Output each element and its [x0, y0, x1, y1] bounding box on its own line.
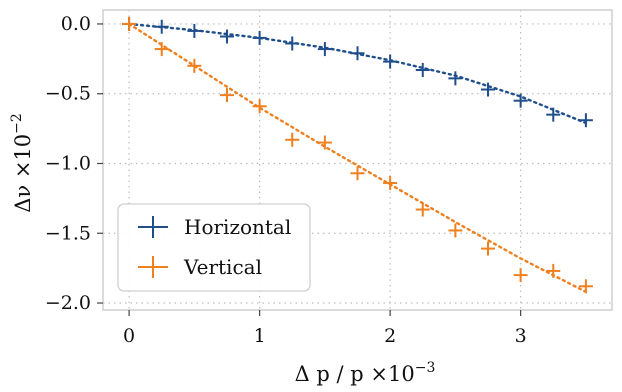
y-tick-label: −1.5 — [45, 222, 91, 244]
x-axis-label: Δ p / p ×10−3 — [295, 360, 436, 386]
data-point-horizontal — [448, 71, 463, 86]
data-point-vertical — [187, 58, 202, 73]
data-point-vertical — [317, 135, 332, 150]
data-point-vertical — [350, 166, 365, 181]
data-point-horizontal — [154, 19, 169, 34]
fit-line-vertical — [127, 22, 588, 294]
data-point-vertical — [481, 241, 496, 256]
data-point-horizontal — [252, 30, 267, 45]
x-tick-label: 1 — [254, 325, 266, 347]
data-point-horizontal — [350, 46, 365, 61]
series-vertical — [122, 16, 593, 294]
data-point-horizontal — [317, 42, 332, 57]
y-tick-label: 0.0 — [61, 13, 91, 35]
data-point-horizontal — [578, 113, 593, 128]
grid — [103, 10, 612, 310]
legend-label-vertical: Vertical — [183, 255, 262, 279]
data-point-vertical — [219, 88, 234, 103]
x-tick-label: 0 — [123, 325, 135, 347]
data-point-vertical — [383, 176, 398, 191]
data-point-horizontal — [187, 23, 202, 38]
data-point-horizontal — [513, 93, 528, 108]
data-point-vertical — [578, 279, 593, 294]
data-point-vertical — [285, 132, 300, 147]
y-axis-label: Δν ×10−2 — [9, 113, 35, 213]
y-axis: 0.0 −0.5 −1.0 −1.5 −2.0 — [45, 13, 103, 314]
legend: Horizontal Vertical — [117, 203, 311, 292]
legend-entry-vertical: Vertical — [138, 255, 262, 279]
data-point-vertical — [415, 202, 430, 217]
data-point-vertical — [252, 99, 267, 114]
data-point-vertical — [448, 223, 463, 238]
x-tick-label: 3 — [515, 325, 527, 347]
x-axis: 0 1 2 3 — [123, 310, 527, 347]
data-point-horizontal — [285, 36, 300, 51]
data-point-vertical — [122, 16, 137, 31]
y-tick-label: −0.5 — [45, 83, 91, 105]
y-tick-label: −1.0 — [45, 152, 91, 174]
series-layer — [122, 16, 593, 294]
data-point-vertical — [154, 42, 169, 57]
data-point-horizontal — [481, 82, 496, 97]
data-point-horizontal — [383, 54, 398, 69]
legend-label-horizontal: Horizontal — [184, 215, 291, 239]
plot-frame — [102, 9, 613, 311]
legend-box — [117, 203, 311, 292]
data-point-vertical — [546, 263, 561, 278]
series-horizontal — [122, 16, 593, 128]
data-point-horizontal — [415, 63, 430, 77]
y-tick-label: −2.0 — [45, 292, 91, 314]
data-point-horizontal — [546, 107, 561, 122]
data-point-horizontal — [219, 29, 234, 44]
legend-entry-horizontal: Horizontal — [138, 215, 291, 239]
x-tick-label: 2 — [384, 325, 396, 347]
fit-line-horizontal — [127, 22, 588, 125]
data-point-vertical — [513, 268, 528, 283]
